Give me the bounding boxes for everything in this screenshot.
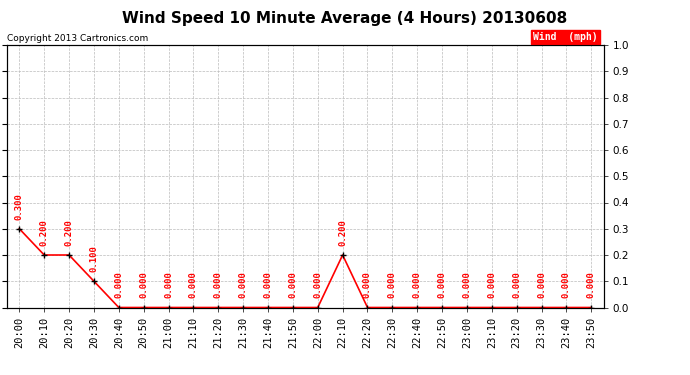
Text: Wind Speed 10 Minute Average (4 Hours) 20130608: Wind Speed 10 Minute Average (4 Hours) 2… xyxy=(122,11,568,26)
Text: 0.000: 0.000 xyxy=(313,272,322,298)
Text: 0.000: 0.000 xyxy=(189,272,198,298)
Text: 0.000: 0.000 xyxy=(164,272,173,298)
Text: 0.000: 0.000 xyxy=(487,272,496,298)
Text: Copyright 2013 Cartronics.com: Copyright 2013 Cartronics.com xyxy=(7,34,148,43)
Text: 0.000: 0.000 xyxy=(562,272,571,298)
Text: 0.000: 0.000 xyxy=(462,272,471,298)
Text: Wind  (mph): Wind (mph) xyxy=(533,32,598,42)
Text: 0.200: 0.200 xyxy=(40,219,49,246)
Text: 0.000: 0.000 xyxy=(139,272,148,298)
Text: 0.100: 0.100 xyxy=(90,245,99,272)
Text: 0.000: 0.000 xyxy=(264,272,273,298)
Text: 0.000: 0.000 xyxy=(288,272,297,298)
Text: 0.000: 0.000 xyxy=(115,272,124,298)
Text: 0.000: 0.000 xyxy=(437,272,446,298)
Text: 0.000: 0.000 xyxy=(388,272,397,298)
Text: 0.000: 0.000 xyxy=(586,272,596,298)
Text: 0.000: 0.000 xyxy=(214,272,223,298)
Text: 0.000: 0.000 xyxy=(537,272,546,298)
Text: 0.300: 0.300 xyxy=(14,193,24,220)
Text: 0.200: 0.200 xyxy=(338,219,347,246)
Text: 0.200: 0.200 xyxy=(65,219,74,246)
Text: 0.000: 0.000 xyxy=(239,272,248,298)
Text: 0.000: 0.000 xyxy=(413,272,422,298)
Text: 0.000: 0.000 xyxy=(512,272,521,298)
Text: 0.000: 0.000 xyxy=(363,272,372,298)
